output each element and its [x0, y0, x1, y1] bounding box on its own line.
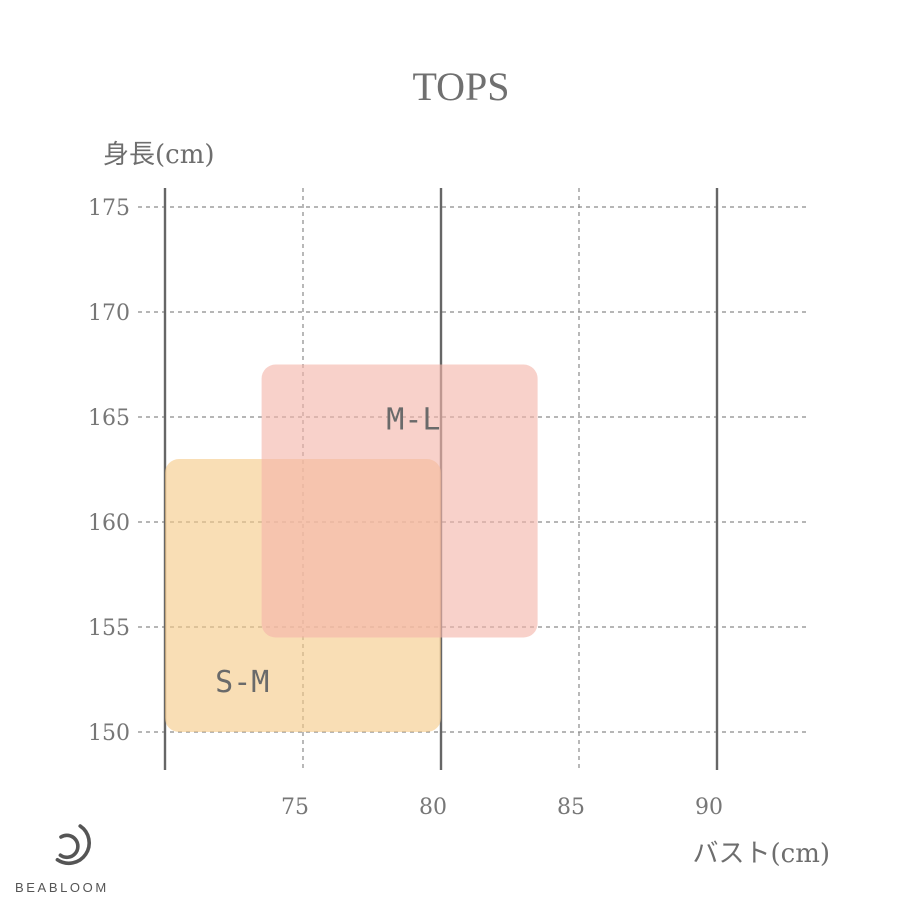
x-tick-75: 75	[281, 795, 309, 820]
y-axis-label: 身長(cm)	[103, 140, 215, 170]
size-regions	[165, 364, 538, 732]
tick-labels: 150 155 160 165 170 175 75 80 85 90	[88, 196, 723, 820]
y-tick-175: 175	[88, 196, 130, 221]
x-tick-80: 80	[419, 795, 447, 820]
region-labels: S-M M-L	[215, 403, 440, 700]
x-tick-90: 90	[695, 795, 723, 820]
region-label-s-m: S-M	[215, 665, 269, 700]
region-label-m-l: M-L	[386, 403, 440, 438]
beabloom-logo-icon	[55, 824, 91, 866]
y-tick-165: 165	[88, 406, 130, 431]
y-tick-150: 150	[88, 721, 130, 746]
region-m-l	[261, 364, 538, 638]
chart-title: TOPS	[412, 64, 509, 109]
y-tick-155: 155	[88, 616, 130, 641]
x-tick-85: 85	[557, 795, 585, 820]
y-tick-160: 160	[88, 511, 130, 536]
y-tick-170: 170	[88, 301, 130, 326]
brand-name: BEABLOOM	[15, 880, 109, 895]
x-axis-label: バスト(cm)	[692, 839, 830, 869]
